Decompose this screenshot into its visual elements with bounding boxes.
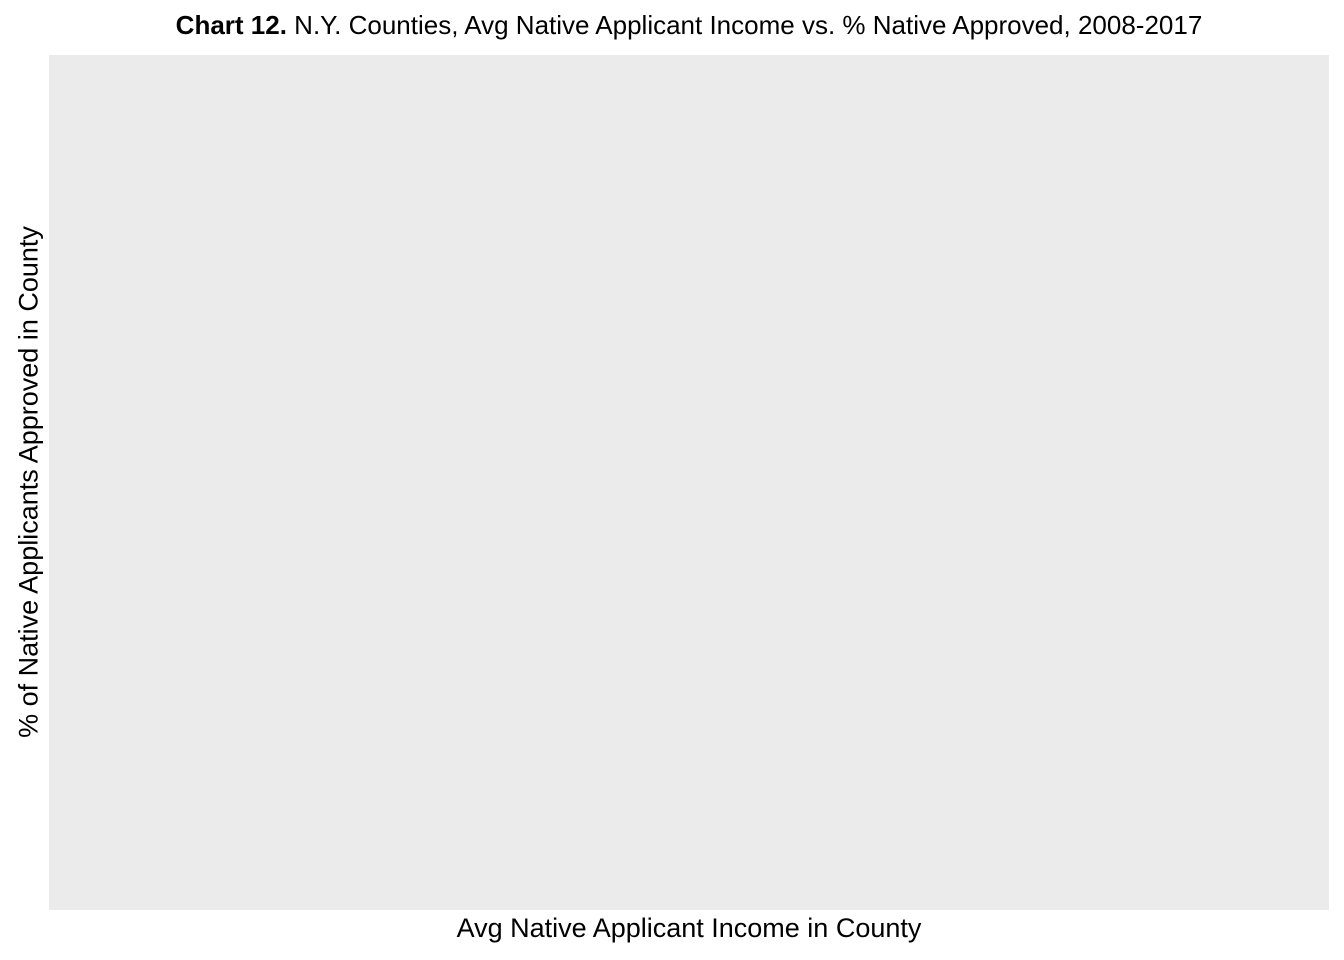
chart-title-text: N.Y. Counties, Avg Native Applicant Inco…: [294, 10, 1203, 40]
chart-title-prefix: Chart 12.: [175, 10, 287, 40]
chart-title: Chart 12. N.Y. Counties, Avg Native Appl…: [49, 10, 1329, 41]
y-axis-label: % of Native Applicants Approved in Count…: [13, 226, 44, 738]
plot-panel: [49, 55, 1329, 910]
x-axis-label: Avg Native Applicant Income in County: [456, 913, 922, 943]
plot-area: [49, 55, 1329, 910]
